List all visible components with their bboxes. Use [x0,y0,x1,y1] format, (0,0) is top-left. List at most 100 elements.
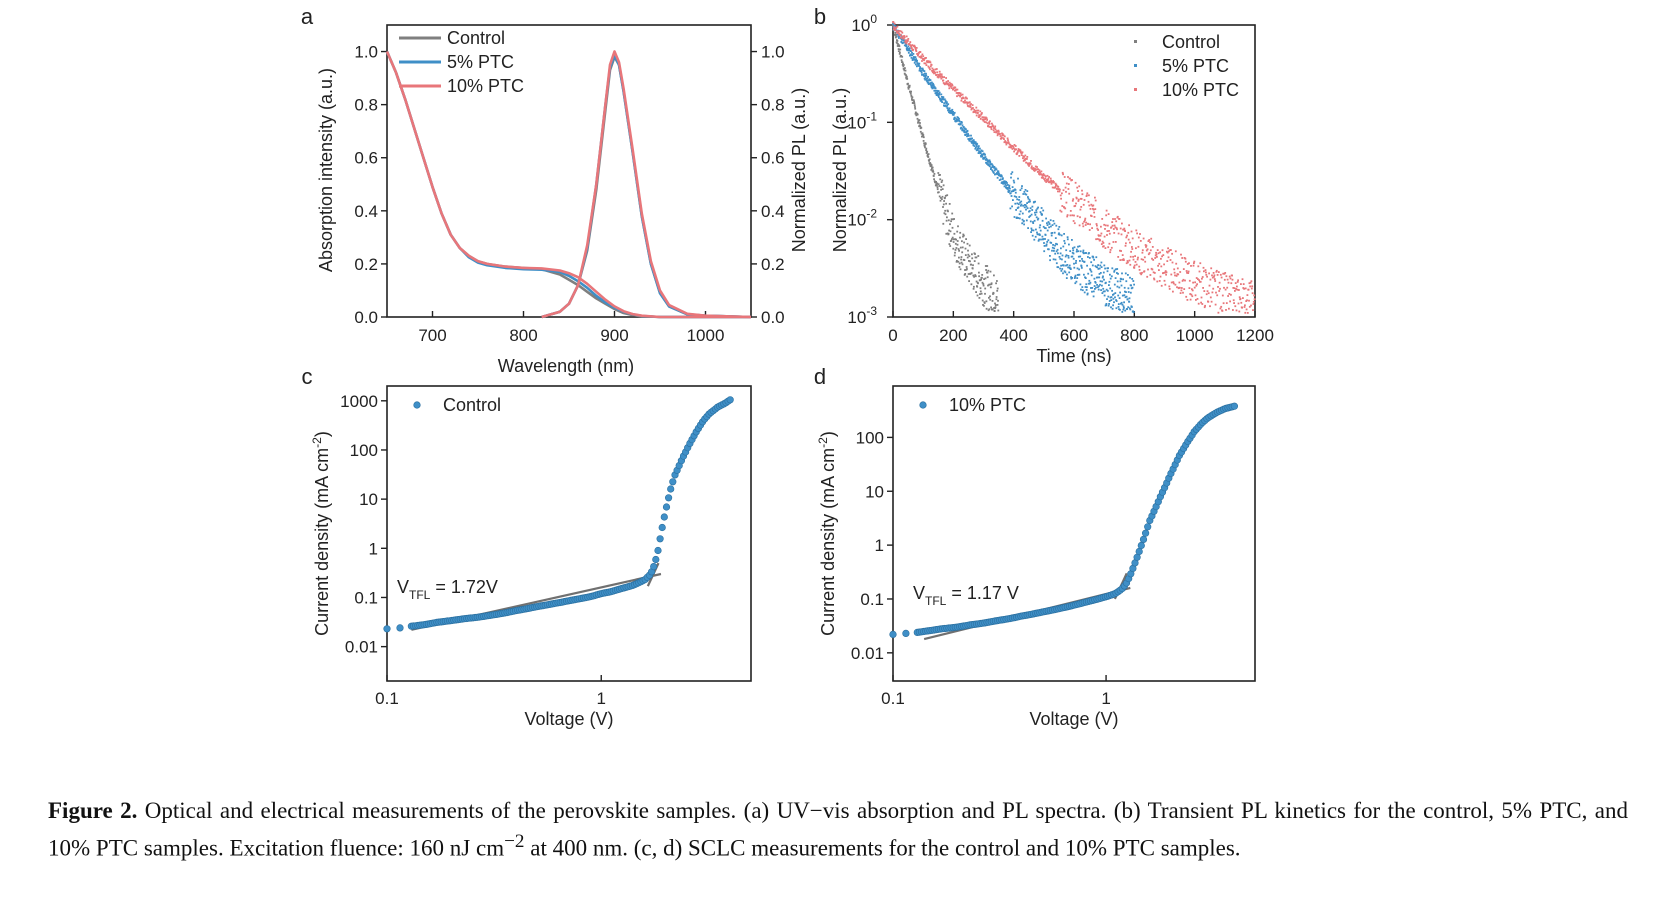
panel-b-data-point [1087,223,1089,225]
panel-b-data-point [1125,236,1128,239]
panel-b-data-point [921,60,923,62]
panel-b-data-point [1153,278,1156,281]
panel-b-data-point [958,256,960,259]
panel-b-data-point [996,304,999,306]
panel-b-data-point [1029,162,1032,165]
panel-b-data-point [1038,238,1040,241]
panel-b-data-point [953,113,955,115]
panel-b-data-point [991,164,994,167]
panel-b-data-point [914,60,917,62]
panel-b-data-point [1197,265,1200,268]
panel-b-data-point [1012,199,1014,201]
panel-b-data-point [1107,304,1110,307]
panel-b-data-point [947,219,950,222]
panel-b-data-point [938,195,941,198]
panel-b-data-point [994,307,997,310]
panel-b-data-point [935,181,937,183]
panel-b-data-point [1203,290,1206,292]
panel-a-ytick-label-left: 0.4 [354,202,378,221]
panel-b-data-point [992,129,995,132]
panel-b-data-point [1253,294,1256,297]
panel-b-data-point [1041,235,1044,238]
panel-b-data-point [1038,226,1041,229]
panel-b-data-point [1009,207,1012,210]
panel-b-data-point [1093,211,1095,214]
panel-b-data-point [983,304,985,307]
panel-b-data-point [1023,156,1025,158]
panel-b-data-point [1048,226,1050,229]
panel-c-series-points [383,396,734,633]
panel-b-data-point [1011,171,1014,174]
panel-b-data-point [939,76,942,78]
panel-b-data-point [921,73,924,76]
panel-b-data-point [992,172,995,174]
panel-b-data-point [1234,305,1237,308]
panel-b-data-point [1124,244,1127,247]
panel-b-data-point [1186,271,1188,274]
panel-b-data-point [1221,310,1224,312]
panel-b-data-point [1147,240,1150,242]
panel-b-data-point [1031,229,1033,232]
panel-b-data-point [947,233,950,235]
panel-b-data-point [1157,252,1160,255]
panel-b-data-point [1224,272,1227,274]
panel-b-data-point [966,256,969,259]
panel-b-data-point [988,121,990,124]
panel-b-data-point [1223,278,1226,281]
panel-b-data-point [1053,231,1056,234]
panel-b-data-point [1006,137,1009,140]
panel-b-data-point [924,146,926,149]
panel-b-data-point [1051,249,1053,252]
panel-b-data-point [925,74,928,77]
panel-b-data-point [934,68,937,71]
panel-b-data-point [1101,292,1104,294]
panel-b-data-point [1117,303,1120,305]
panel-b-data-point [927,76,929,78]
panel-b-data-point [1138,265,1141,268]
panel-b-data-point [1130,230,1133,233]
panel-b-data-point [893,24,896,26]
panel-b-data-point [1072,257,1075,260]
panel-b-data-point [1023,206,1026,209]
panel-b-data-point [1076,248,1078,251]
panel-b-data-point [1016,202,1019,205]
panel-b-data-point [1177,273,1180,276]
panel-b-data-point [1118,218,1121,220]
panel-b-data-point [937,183,940,186]
panel-label-d: d [814,364,826,389]
panel-b-data-point [1083,199,1086,201]
panel-b-data-point [1090,270,1093,273]
panel-b-data-point [951,84,954,87]
panel-b-data-point [1057,252,1059,255]
panel-b-data-point [1023,223,1025,226]
panel-b-data-point [982,119,985,122]
panel-b-data-point [1223,286,1225,289]
panel-b-data-point [966,129,969,132]
panel-b-data-point [1034,167,1036,170]
panel-b-data-point [903,68,905,71]
panel-b-data-point [1084,286,1087,288]
panel-b-data-point [1063,233,1065,235]
panel-b-data-point [1012,147,1015,149]
panel-b-data-point [1054,182,1057,185]
panel-b-data-point [964,247,967,250]
panel-b-data-point [967,273,970,275]
panel-b-data-point [898,37,900,39]
panel-b-data-point [973,260,976,262]
panel-b-data-point [979,293,981,295]
panel-b-data-point [1053,181,1055,183]
panel-b-data-point [958,92,961,94]
panel-b-data-point [1113,270,1116,273]
panel-b-data-point [1222,302,1225,305]
panel-b-data-point [1033,201,1035,203]
panel-b-data-point [973,275,975,278]
panel-b-data-point [1102,242,1105,244]
panel-b-data-point [907,45,910,48]
panel-b-data-point [1127,287,1130,290]
panel-c-legend-label: Control [443,395,501,415]
panel-b-data-point [931,84,933,87]
panel-b-data-point [1077,250,1080,253]
panel-b-data-point [1074,282,1077,285]
panel-b-data-point [954,116,956,119]
panel-b-data-point [1084,217,1087,220]
